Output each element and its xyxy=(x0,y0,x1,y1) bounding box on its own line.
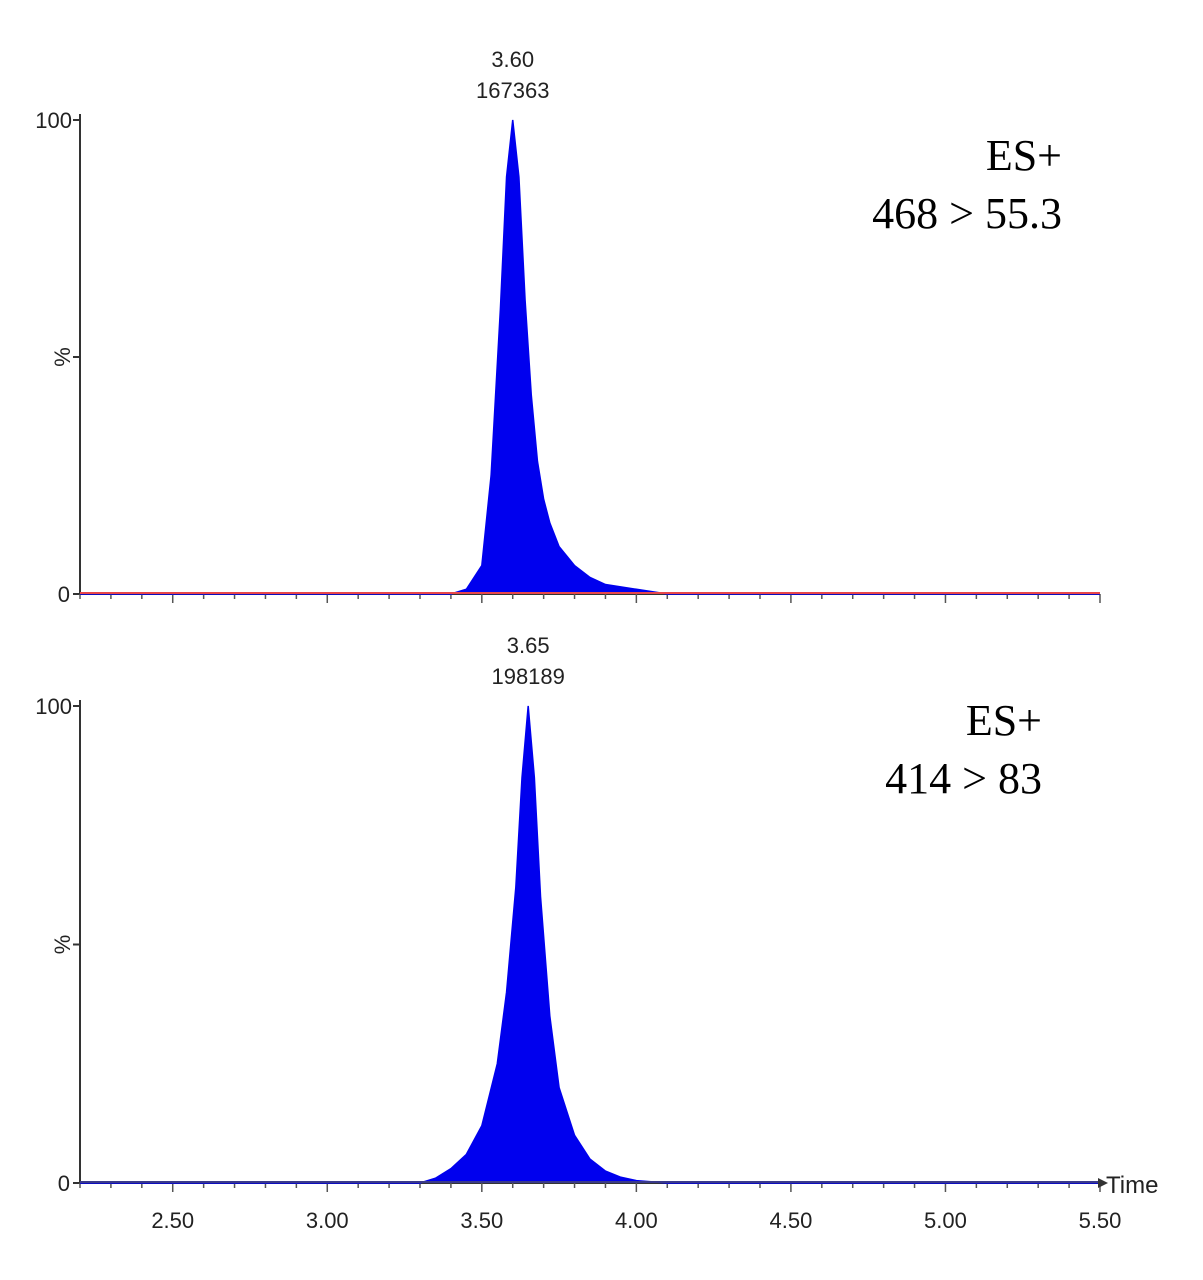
chromatogram-trace xyxy=(80,119,1100,595)
x-tick-label: 3.00 xyxy=(306,1208,349,1233)
y-tick-label: 100 xyxy=(35,694,72,719)
x-tick-label: 4.00 xyxy=(615,1208,658,1233)
x-tick-label: 3.50 xyxy=(460,1208,503,1233)
y-axis-label: % xyxy=(50,347,75,367)
y-tick-label: 0 xyxy=(58,582,70,607)
ion-mode-label: ES+ xyxy=(966,696,1042,745)
chromatogram-trace xyxy=(80,705,1100,1184)
x-axis-label: Time xyxy=(1106,1172,1158,1199)
mrm-transition-label: 414 > 83 xyxy=(885,754,1042,803)
y-tick-label: 0 xyxy=(58,1171,70,1196)
peak-area-label: 167363 xyxy=(476,78,549,103)
y-axis-label: % xyxy=(50,935,75,955)
chromatogram-panel-top: 100 0% 3.60 167363 ES+ 468 > 55.3 xyxy=(35,47,1101,607)
x-tick-label: 2.50 xyxy=(151,1208,194,1233)
ion-mode-label: ES+ xyxy=(986,131,1062,180)
x-tick-label: 5.00 xyxy=(924,1208,967,1233)
peak-retention-time-label: 3.65 xyxy=(507,633,550,658)
chromatogram-panel-bottom: 100 0% 3.65 198189 ES+ 414 > 83 2.50 3.00 3.50 4.… xyxy=(35,633,1158,1233)
peak-area-label: 198189 xyxy=(491,664,564,689)
y-tick-label: 100 xyxy=(35,108,72,133)
x-tick-label: 5.50 xyxy=(1079,1208,1122,1233)
x-axis-arrow xyxy=(1098,1178,1108,1188)
x-tick-label: 4.50 xyxy=(769,1208,812,1233)
peak-retention-time-label: 3.60 xyxy=(491,47,534,72)
mrm-transition-label: 468 > 55.3 xyxy=(872,189,1062,238)
